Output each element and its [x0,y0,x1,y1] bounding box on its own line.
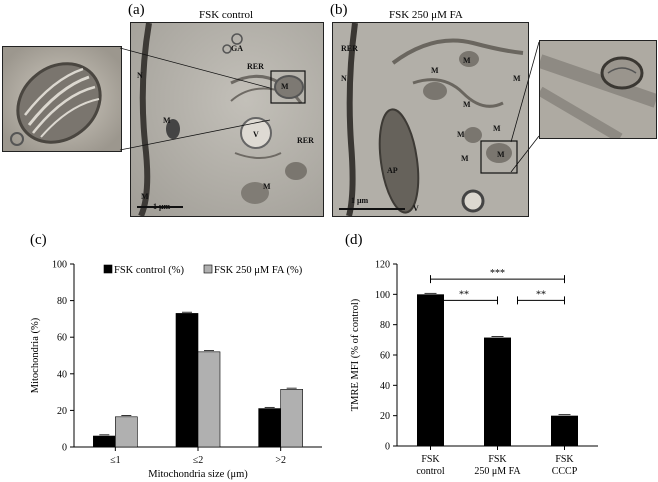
micrograph-a-inset [2,46,122,152]
panel-a-title: FSK control [199,9,254,21]
svg-text:V: V [253,130,259,139]
svg-text:M: M [461,154,469,163]
svg-text:RER: RER [247,62,264,71]
y-tick-label-c: 40 [57,369,67,380]
zoom-lines-b [510,41,540,173]
scale-label-a: 1 μm [153,202,171,211]
svg-text:M: M [463,100,471,109]
scale-label-b: 1 μm [351,196,369,205]
y-tick-label-d: 0 [385,442,390,453]
zoom-lines-a [119,47,271,151]
y-tick-label-d: 120 [375,260,390,271]
bar-d [551,415,578,446]
svg-text:V: V [413,204,419,213]
micrograph-b: RER M M M N M M M AP M M V 1 μm [332,22,529,217]
bar-c-control [175,313,199,448]
svg-text:N: N [137,71,143,80]
svg-text:M: M [281,82,289,91]
svg-text:M: M [263,182,271,191]
sig-bracket-1-2-label: ** [459,289,469,300]
panel-b-label: (b) [330,2,348,18]
x-tick-label-d: 250 μM FA [474,466,521,477]
chart-c: 0 20 40 60 80 100 ≤1 ≤2 >2 Mitochondria size (μm)… [30,260,322,480]
y-tick-label-c: 0 [62,443,67,454]
x-tick-label-d: control [416,466,445,477]
panel-b-title: FSK 250 μM FA [389,9,463,21]
y-tick-label-d: 100 [375,290,390,301]
micrograph-a: GA RER M N M V RER M M 1 μm [130,22,324,217]
bar-d [484,337,511,446]
svg-text:M: M [497,150,505,159]
svg-text:M: M [457,130,465,139]
svg-text:GA: GA [231,44,243,53]
panel-d-label: (d) [345,232,363,248]
y-axis-title-d: TMRE MFI (% of control) [350,298,361,411]
y-tick-label-c: 60 [57,333,67,344]
y-tick-label-c: 20 [57,406,67,417]
x-axis-title-c: Mitochondria size (μm) [148,469,248,480]
svg-text:M: M [163,116,171,125]
svg-text:M: M [431,66,439,75]
x-tick-label-d: CCCP [552,466,578,477]
svg-text:M: M [513,74,521,83]
bar-c-control [258,408,281,448]
panel-c-label: (c) [30,232,47,248]
bar-c-control [93,435,116,448]
sig-bracket-2-3-label: ** [536,289,546,300]
x-tick-label-d: FSK [421,454,440,465]
svg-text:RER: RER [341,44,358,53]
svg-text:M: M [463,56,471,65]
bar-c-fa [115,416,138,448]
panel-a-label: (a) [128,2,145,18]
y-tick-label-d: 80 [380,320,390,331]
svg-text:AP: AP [387,166,398,175]
bar-c-fa [197,351,221,448]
micrograph-b-inset [539,40,657,139]
x-tick-label-c: >2 [275,455,286,466]
svg-text:RER: RER [297,136,314,145]
bar-c-fa [280,389,303,448]
legend-label-c: FSK control (%) [114,265,184,276]
x-tick-label-c: ≤1 [110,455,121,466]
y-tick-label-d: 60 [380,351,390,362]
y-tick-label-d: 40 [380,381,390,392]
legend-label-c: FSK 250 μM FA (%) [214,265,303,276]
sig-bracket-1-3-label: *** [490,268,505,279]
svg-text:M: M [493,124,501,133]
y-tick-label-d: 20 [380,411,390,422]
svg-text:N: N [341,74,347,83]
x-tick-label-d: FSK [488,454,507,465]
x-tick-label-c: ≤2 [193,455,204,466]
y-tick-label-c: 100 [52,260,67,271]
y-tick-label-c: 80 [57,296,67,307]
legend-swatch-c [203,264,213,274]
bar-d [417,294,444,446]
legend-swatch-c [103,264,113,274]
x-tick-label-d: FSK [555,454,574,465]
svg-text:M: M [141,192,149,201]
y-axis-title-c: Mitochondria (%) [30,317,41,393]
